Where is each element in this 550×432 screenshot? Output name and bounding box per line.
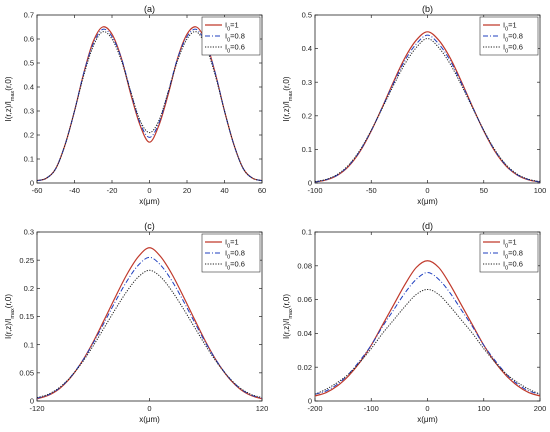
panel-c: -120 0 12000.050.10.150.20.250.3(c)x(μm)I(… — [4, 221, 268, 424]
legend-box — [201, 233, 261, 273]
legend-box — [201, 16, 261, 56]
y-tick-label: 0.08 — [297, 261, 312, 270]
y-tick-label: 0.3 — [24, 228, 34, 237]
x-tick-label: -100 — [307, 186, 322, 195]
y-tick-label: 0.1 — [302, 228, 312, 237]
legend-label: I0=0.8 — [503, 32, 523, 44]
legend-label: I0=1 — [503, 21, 517, 33]
legend-label: I0=0.6 — [225, 43, 245, 55]
legend-box — [479, 16, 539, 56]
x-tick-label: -20 — [107, 186, 118, 195]
y-tick-label: 0.2 — [24, 284, 34, 293]
x-axis-label: x(μm) — [139, 197, 160, 206]
panel-title: (d) — [422, 221, 433, 231]
y-tick-label: 0.7 — [24, 11, 34, 20]
legend-label: I0=0.8 — [225, 32, 245, 44]
y-tick-label: 0.1 — [302, 145, 312, 154]
x-tick-label: 0 — [147, 404, 151, 413]
y-axis-label: I(r,z)/Imax(r,0) — [282, 294, 294, 339]
legend: I0=1I0=0.8I0=0.6 — [479, 233, 539, 273]
y-tick-label: 0 — [30, 397, 34, 406]
x-tick-label: 0 — [425, 186, 429, 195]
legend-label: I0=0.6 — [503, 43, 523, 55]
series-line-2 — [315, 34, 540, 183]
x-tick-label: 0 — [425, 404, 429, 413]
x-tick-label: -50 — [366, 186, 377, 195]
y-tick-label: 0.1 — [24, 340, 34, 349]
x-tick-label: 0 — [147, 186, 151, 195]
y-axis-label: I(r,z)/Imax(r,0) — [4, 294, 16, 339]
x-axis-label: x(μm) — [417, 197, 438, 206]
y-tick-label: 0.5 — [24, 59, 34, 68]
series-line-3 — [37, 31, 262, 182]
y-tick-label: 0.2 — [24, 131, 34, 140]
legend-label: I0=0.6 — [225, 260, 245, 272]
y-tick-label: 0.3 — [24, 107, 34, 116]
panel-title: (a) — [144, 4, 155, 14]
x-tick-label: -100 — [364, 404, 379, 413]
y-axis-label: I(r,z)/Imax(r,0) — [282, 76, 294, 121]
y-tick-label: 0 — [308, 397, 312, 406]
legend-label: I0=0.8 — [503, 249, 523, 261]
y-tick-label: 0.4 — [302, 44, 312, 53]
x-tick-label: 20 — [183, 186, 191, 195]
legend-label: I0=1 — [225, 238, 239, 250]
y-tick-label: 0 — [308, 179, 312, 188]
x-tick-label: 40 — [220, 186, 228, 195]
panel-a: -60 -40 -20 0 20 40 60 0 0.1 0.2 0.3 0.4 0.5 0.6 0.7 (a… — [4, 4, 266, 206]
y-tick-label: 0.05 — [19, 368, 34, 377]
y-tick-label: 0.04 — [297, 329, 312, 338]
x-tick-label: 100 — [477, 404, 490, 413]
y-tick-label: 0.1 — [24, 155, 34, 164]
y-tick-label: 0.5 — [302, 11, 312, 20]
y-tick-label: 0.3 — [302, 78, 312, 87]
x-tick-label: 120 — [256, 404, 269, 413]
x-tick-label: -40 — [69, 186, 80, 195]
y-tick-label: 0.02 — [297, 363, 312, 372]
series-line-1 — [315, 260, 540, 397]
legend-label: I0=1 — [503, 238, 517, 250]
y-tick-label: 0 — [30, 179, 34, 188]
y-tick-label: 0.15 — [19, 312, 34, 321]
panel-title: (b) — [422, 4, 433, 14]
legend-label: I0=0.8 — [225, 249, 245, 261]
series-line-3 — [37, 269, 262, 399]
x-tick-label: -200 — [307, 404, 322, 413]
series-line-3 — [315, 288, 540, 395]
y-axis-label: I(r,z)/Imax(r,0) — [4, 76, 16, 121]
panel-b: -100 -50 0 50 100 0 0.1 0.2 0.3 0.4 0.5 (b) x(μm) I(r… — [282, 4, 546, 206]
legend: I0=1I0=0.8I0=0.6 — [201, 16, 261, 56]
panel-d: -200 -100 0 100 200 0 0.02 0.04 0.06 0.08 0.1 (d) x(… — [282, 221, 546, 424]
panel-title: (c) — [144, 221, 155, 231]
y-tick-label: 0.25 — [19, 256, 34, 265]
legend: I0=1I0=0.8I0=0.6 — [479, 16, 539, 56]
x-tick-label: 60 — [258, 186, 266, 195]
y-tick-label: 0.6 — [24, 35, 34, 44]
x-tick-label: -60 — [32, 186, 43, 195]
x-tick-label: 50 — [480, 186, 488, 195]
y-tick-label: 0.06 — [297, 295, 312, 304]
x-axis-label: x(μm) — [417, 415, 438, 424]
legend-box — [479, 233, 539, 273]
legend-label: I0=1 — [225, 21, 239, 33]
y-tick-label: 0.2 — [302, 111, 312, 120]
x-tick-label: 200 — [534, 404, 547, 413]
legend-label: I0=0.6 — [503, 260, 523, 272]
legend: I0=1I0=0.8I0=0.6 — [201, 233, 261, 273]
x-tick-label: -120 — [29, 404, 44, 413]
series-line-2 — [37, 256, 262, 399]
y-tick-label: 0.4 — [24, 83, 34, 92]
x-tick-label: 100 — [534, 186, 547, 195]
x-axis-label: x(μm) — [139, 415, 160, 424]
